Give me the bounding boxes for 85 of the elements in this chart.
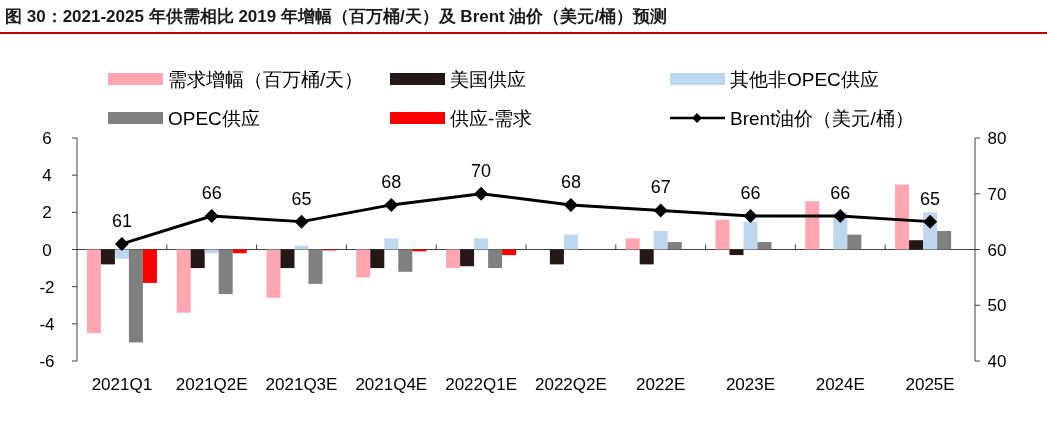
x-tick-label: 2021Q1	[91, 375, 153, 394]
bar	[266, 249, 281, 298]
bar	[142, 249, 157, 283]
y2-tick-label: 50	[987, 296, 1007, 316]
x-tick-label: 2022Q2E	[534, 375, 607, 394]
bar	[460, 249, 475, 267]
bar	[356, 249, 371, 278]
x-tick-label: 2021Q4E	[355, 375, 428, 394]
x-tick-label: 2023E	[725, 375, 776, 394]
point	[653, 203, 668, 218]
y2-tick-label: 70	[987, 184, 1007, 204]
bar	[715, 219, 730, 250]
legend-label: Brent油价（美元/桶）	[730, 108, 914, 129]
bar	[398, 249, 413, 272]
data-label: 61	[111, 210, 132, 231]
chart-title: 图 30：2021-2025 年供需相比 2019 年增幅（百万桶/天）及 Brent 油价（美元/桶）预测	[5, 7, 668, 26]
bar	[176, 249, 191, 313]
data-label: 66	[740, 183, 761, 204]
bar	[743, 221, 758, 250]
bar	[909, 240, 924, 250]
bar	[114, 249, 129, 259]
bar	[667, 242, 682, 250]
point	[923, 214, 938, 229]
bar	[100, 249, 115, 265]
bar	[488, 249, 503, 269]
x-tick-label: 2022E	[636, 375, 686, 394]
bar	[895, 184, 910, 250]
bar	[653, 230, 668, 250]
data-label: 65	[920, 188, 941, 209]
bar	[639, 249, 654, 265]
x-tick-label: 2021Q2E	[175, 375, 248, 394]
legend-label: OPEC供应	[168, 108, 260, 129]
y2-tick-label: 80	[987, 129, 1007, 148]
data-label: 68	[560, 171, 581, 192]
point	[474, 186, 489, 201]
bar	[805, 201, 820, 250]
point	[743, 209, 758, 224]
data-label: 66	[201, 183, 222, 204]
legend-label: 需求增幅（百万桶/天）	[168, 69, 364, 90]
data-label: 68	[381, 171, 402, 192]
bar	[502, 249, 517, 256]
legend-label: 供应-需求	[450, 108, 533, 129]
bar	[294, 245, 309, 250]
point	[833, 209, 848, 224]
bar	[86, 249, 101, 334]
bar	[280, 249, 295, 269]
bar	[563, 234, 578, 250]
x-tick-label: 2021Q3E	[265, 375, 338, 394]
x-tick-label: 2025E	[905, 375, 955, 394]
bar	[218, 249, 233, 295]
data-label: 67	[650, 177, 671, 198]
y-tick-label: 4	[42, 166, 52, 186]
y-tick-label: 6	[42, 129, 52, 148]
bar	[128, 249, 143, 343]
point	[114, 236, 129, 251]
bar	[446, 249, 461, 269]
y-tick-label: -2	[39, 277, 55, 297]
y-tick-label: -6	[39, 352, 55, 371]
legend-label: 美国供应	[450, 69, 526, 90]
bar	[474, 238, 489, 250]
point	[384, 197, 399, 212]
point	[204, 209, 219, 224]
y-tick-label: 0	[42, 240, 52, 260]
bar	[625, 238, 640, 250]
bar	[729, 249, 744, 256]
y-tick-label: -4	[39, 314, 55, 334]
data-label: 70	[471, 160, 492, 181]
legend-label: 其他非OPEC供应	[730, 69, 879, 90]
x-tick-label: 2024E	[815, 375, 865, 394]
data-label: 65	[291, 188, 312, 209]
bar	[847, 234, 862, 250]
point	[294, 214, 309, 229]
bar	[384, 238, 399, 250]
bar	[370, 249, 385, 269]
x-tick-label: 2022Q1E	[445, 375, 518, 394]
y2-tick-label: 40	[987, 352, 1007, 371]
bar	[937, 230, 952, 250]
bar	[190, 249, 205, 269]
data-label: 66	[830, 183, 851, 204]
bar	[308, 249, 323, 284]
point	[563, 197, 578, 212]
y2-tick-label: 60	[987, 240, 1007, 260]
bar	[757, 242, 772, 250]
bar	[549, 249, 564, 265]
y-tick-label: 2	[42, 203, 52, 223]
